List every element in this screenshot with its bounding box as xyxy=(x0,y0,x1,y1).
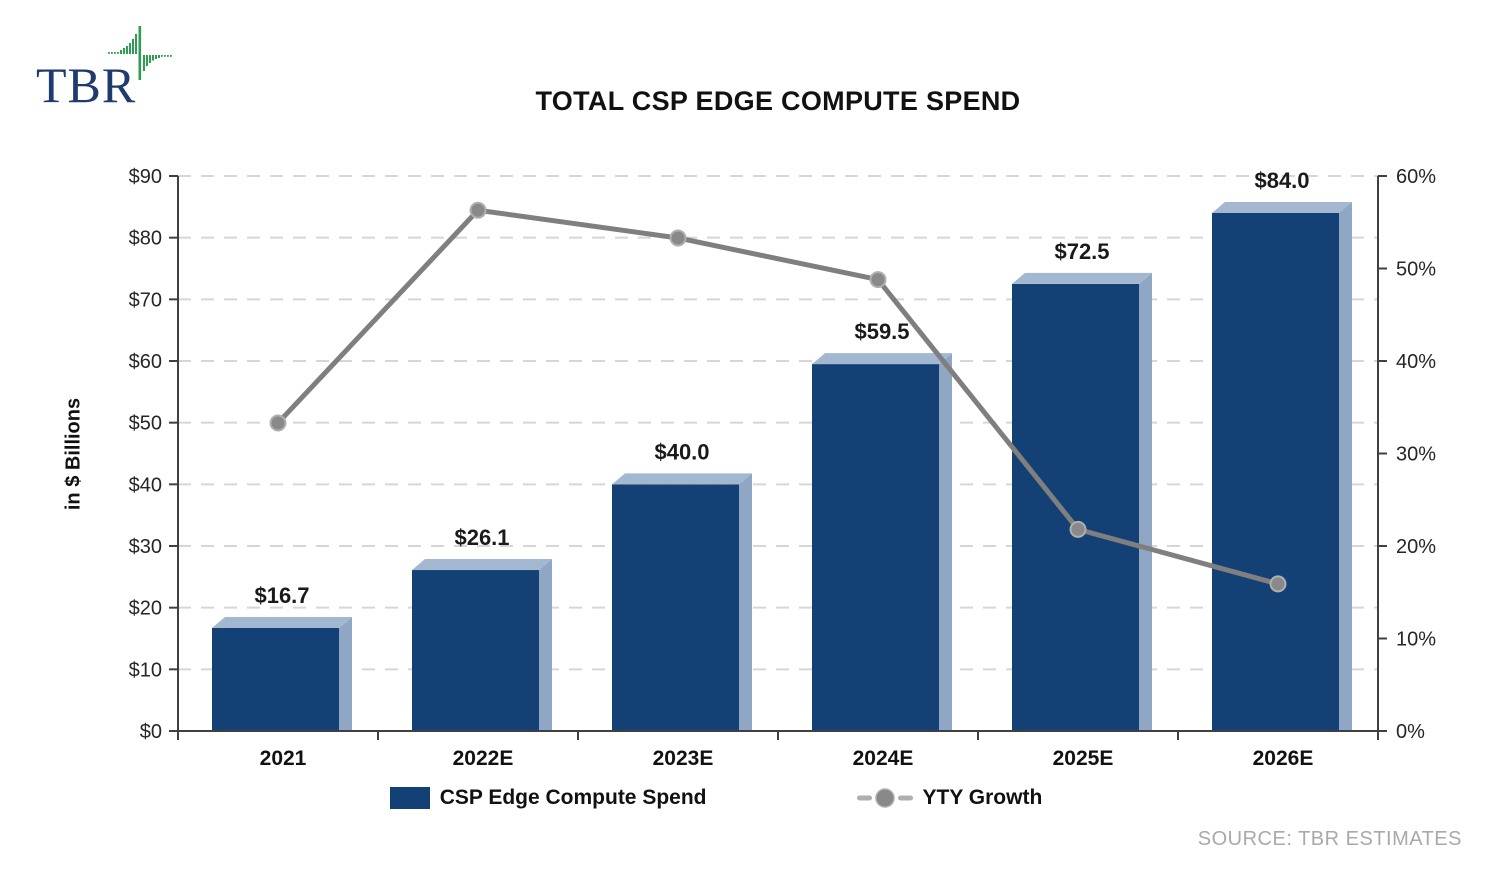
left-axis-tick-label: $40 xyxy=(129,474,162,496)
right-axis-tick-label: 40% xyxy=(1396,351,1436,373)
logo-text: TBR xyxy=(36,57,137,113)
bar-top-face xyxy=(1012,272,1152,284)
legend-marker-part xyxy=(856,795,872,801)
right-axis-tick-label: 50% xyxy=(1396,259,1436,281)
bar-value-label: $72.5 xyxy=(1054,239,1109,264)
chart-title: TOTAL CSP EDGE COMPUTE SPEND xyxy=(535,86,1021,116)
logo-icon-bar xyxy=(164,55,166,57)
tbr-logo: TBR xyxy=(36,18,196,113)
bar-value-label: $26.1 xyxy=(454,525,509,550)
logo-icon-bar xyxy=(108,52,110,54)
bar-value-label: $16.7 xyxy=(254,583,309,608)
x-axis-category-label: 2023E xyxy=(653,747,714,770)
yty-growth-marker-2026E xyxy=(1269,575,1287,593)
green-pulse-waveform-icon xyxy=(108,26,172,80)
logo-icon-bar xyxy=(123,48,125,54)
bar-side-face xyxy=(339,617,352,731)
logo-icon-bar xyxy=(155,55,157,59)
bar-value-label: $40.0 xyxy=(654,439,709,464)
bar-side-face xyxy=(539,559,552,731)
bar-side-face xyxy=(939,353,952,731)
legend-marker-part xyxy=(897,795,913,801)
x-axis-category-label: 2021 xyxy=(260,747,307,770)
yty-growth-marker-2021 xyxy=(269,414,287,432)
logo-icon-bar xyxy=(111,52,113,54)
yty-growth-line xyxy=(276,207,1279,587)
yty-growth-marker-2024E xyxy=(869,271,887,289)
left-axis-tick-label: $10 xyxy=(129,659,162,681)
left-axis-tick-label: $80 xyxy=(129,228,162,250)
legend-marker-part xyxy=(874,788,895,808)
right-axis-tick-label: 0% xyxy=(1396,721,1425,743)
legend-label-line-series: YTY Growth xyxy=(922,786,1043,809)
logo-icon-bar xyxy=(138,26,142,80)
logo-icon-bar xyxy=(146,55,148,66)
bar-2026E xyxy=(1212,213,1339,731)
bar-top-face xyxy=(412,559,552,571)
left-axis-tick-label: $60 xyxy=(129,351,162,373)
left-axis-tick-label: $20 xyxy=(129,598,162,620)
right-axis-tick-label: 60% xyxy=(1396,166,1436,188)
logo-icon-bar xyxy=(135,34,137,54)
bar-top-face xyxy=(612,473,752,485)
left-axis-tick-label: $90 xyxy=(129,166,162,188)
bar-top-face xyxy=(212,617,352,629)
left-axis-tick-label: $70 xyxy=(129,289,162,311)
logo-icon-bar xyxy=(114,52,116,54)
x-axis-category-label: 2022E xyxy=(453,747,514,770)
bar-side-face xyxy=(1139,272,1152,731)
logo-icon-bar xyxy=(120,50,122,54)
bar-side-face xyxy=(739,473,752,731)
yty-growth-marker-2025E xyxy=(1069,520,1087,538)
right-axis-tick-label: 20% xyxy=(1396,536,1436,558)
logo-icon-bar xyxy=(170,55,172,57)
bar-top-face xyxy=(812,353,952,365)
left-axis-tick-label: $30 xyxy=(129,536,162,558)
line-series-marker-icon xyxy=(856,788,913,808)
right-axis-tick-label: 10% xyxy=(1396,629,1436,651)
x-axis-category-label: 2026E xyxy=(1253,747,1314,770)
yty-growth-marker-2022E xyxy=(469,201,487,219)
logo-icon-bar xyxy=(143,55,145,71)
logo-icon-bar xyxy=(129,43,131,54)
x-axis-category-label: 2025E xyxy=(1053,747,1114,770)
legend-label-bar-series: CSP Edge Compute Spend xyxy=(439,786,707,809)
logo-icon-bar xyxy=(117,52,119,54)
legend-item-line-series: YTY Growth xyxy=(856,786,1043,810)
bar-2022E xyxy=(412,570,539,731)
logo-icon-bar xyxy=(167,55,169,57)
bar-2023E xyxy=(612,484,739,731)
x-axis-category-label: 2024E xyxy=(853,747,914,770)
bar-series-swatch xyxy=(389,787,430,809)
logo-icon-bar xyxy=(149,55,151,63)
logo-icon-bar xyxy=(158,55,160,58)
logo-icon-bar xyxy=(161,55,163,57)
bar-value-label: $59.5 xyxy=(854,319,909,344)
bar-side-face xyxy=(1339,202,1352,731)
left-axis-tick-label: $50 xyxy=(129,413,162,435)
bar-2021 xyxy=(212,628,339,731)
logo-icon-bar xyxy=(132,39,134,54)
logo-icon-bar xyxy=(152,55,154,61)
yty-growth-marker-2023E xyxy=(669,229,687,247)
bar-top-face xyxy=(1212,202,1352,213)
bar-2025E xyxy=(1012,283,1139,731)
logo-icon-bar xyxy=(126,46,128,54)
chart-legend: CSP Edge Compute Spend YTY Growth xyxy=(116,786,1316,810)
right-axis-tick-label: 30% xyxy=(1396,444,1436,466)
bar-value-label: $84.0 xyxy=(1254,168,1309,193)
bar-2024E xyxy=(812,364,939,731)
source-note: SOURCE: TBR ESTIMATES xyxy=(1197,828,1462,850)
left-axis-tick-label: $0 xyxy=(140,721,162,743)
legend-item-bar-series: CSP Edge Compute Spend xyxy=(389,786,707,810)
